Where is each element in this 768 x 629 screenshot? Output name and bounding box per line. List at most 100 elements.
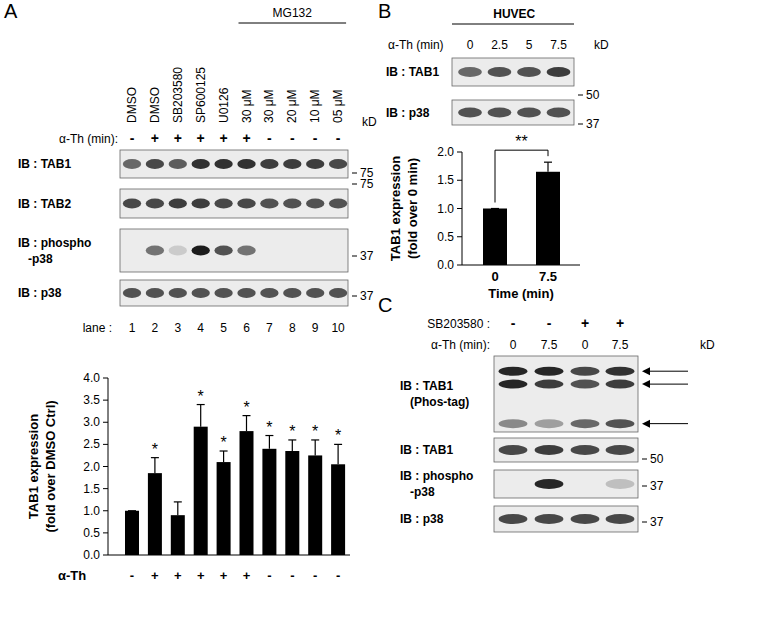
blot-label: IB : p38 xyxy=(400,512,444,526)
band xyxy=(535,419,564,428)
marker-tick xyxy=(352,184,357,185)
bars xyxy=(125,405,345,555)
blot-label: -p38 xyxy=(28,252,53,266)
band xyxy=(123,288,141,298)
band xyxy=(329,288,347,298)
y-tick xyxy=(457,236,462,237)
band xyxy=(260,246,278,256)
band xyxy=(283,246,301,256)
band xyxy=(488,67,512,77)
band xyxy=(169,246,187,256)
row-label: α-Th (min): xyxy=(59,132,118,146)
lane-label: lane : xyxy=(83,321,112,335)
marker-tick xyxy=(352,173,357,174)
sign: - xyxy=(290,130,295,146)
band xyxy=(606,419,635,428)
lane-number: 1 xyxy=(129,321,136,335)
lane-number: 2 xyxy=(152,321,159,335)
band xyxy=(547,108,571,118)
condition: 7.5 xyxy=(541,338,558,352)
x-tick-label: 7.5 xyxy=(539,269,557,284)
blot-label: IB : p38 xyxy=(18,286,62,300)
band xyxy=(169,288,187,298)
band xyxy=(535,367,564,376)
condition: + xyxy=(616,315,624,331)
y-axis-label: (fold over 0 min) xyxy=(405,158,420,259)
blot-membrane xyxy=(120,229,348,272)
y-axis-label: TAB1 expression xyxy=(26,414,41,519)
y-tick-label: 1.0 xyxy=(437,202,454,216)
treatment-label: DMSO xyxy=(148,87,162,123)
y-tick-label: 0.0 xyxy=(83,548,100,562)
band xyxy=(214,199,232,209)
band xyxy=(306,199,324,209)
marker-size: 50 xyxy=(586,88,600,102)
band xyxy=(499,445,528,455)
lane-number: 7 xyxy=(266,321,273,335)
blot-membrane xyxy=(120,280,348,306)
significance: ** xyxy=(515,133,527,150)
y-tick xyxy=(103,510,108,511)
x-tick-label: - xyxy=(290,568,294,583)
band xyxy=(517,108,541,118)
bar xyxy=(125,511,139,555)
figure: AMG132DMSODMSOSB203580SP600125U012630 μM… xyxy=(0,0,768,629)
marker-tick xyxy=(642,486,647,487)
treatment-label: 10 μM xyxy=(308,89,322,123)
error-cap xyxy=(491,208,499,209)
marker-size: 37 xyxy=(360,289,374,303)
treatment-label: 30 μM xyxy=(240,89,254,123)
y-tick-label: 3.5 xyxy=(83,393,100,407)
arrow xyxy=(644,384,688,385)
band xyxy=(499,419,528,428)
band xyxy=(606,367,635,376)
lane-number: 10 xyxy=(331,321,345,335)
y-tick-label: 4.0 xyxy=(83,371,100,385)
lane-number: 3 xyxy=(174,321,181,335)
band xyxy=(237,199,255,209)
kd-label: kD xyxy=(594,38,609,52)
time-label: 7.5 xyxy=(550,38,567,52)
blot-label: IB : TAB1 xyxy=(400,443,453,457)
y-tick-label: 2.0 xyxy=(83,460,100,474)
x-axis-label: α-Th xyxy=(58,568,86,583)
error-cap xyxy=(128,510,136,511)
band xyxy=(517,67,541,77)
y-axis-label: (fold over DMSO Ctrl) xyxy=(43,400,58,532)
lane-number: 9 xyxy=(312,321,319,335)
arrowhead xyxy=(642,367,650,375)
y-tick xyxy=(103,488,108,489)
lane-number: 8 xyxy=(289,321,296,335)
bar xyxy=(285,451,299,555)
x-tick-label: + xyxy=(151,568,159,583)
error-bar xyxy=(177,502,178,515)
y-tick xyxy=(457,208,462,209)
band xyxy=(123,199,141,209)
blot-membrane xyxy=(120,150,348,178)
marker-tick xyxy=(578,124,583,125)
y-tick xyxy=(103,400,108,401)
y-tick xyxy=(103,555,108,556)
bar xyxy=(148,473,162,555)
y-tick xyxy=(103,378,108,379)
band xyxy=(192,288,210,298)
blot-membrane xyxy=(452,100,574,125)
time-label: 0 xyxy=(467,38,474,52)
band xyxy=(571,514,600,524)
arrowhead xyxy=(642,420,650,428)
band xyxy=(306,288,324,298)
x-tick-label: + xyxy=(243,568,251,583)
blot-label: IB : p38 xyxy=(386,106,430,120)
row-label: SB203580 : xyxy=(427,317,490,331)
marker-tick xyxy=(578,95,583,96)
significance: * xyxy=(220,434,226,451)
sign: - xyxy=(130,130,135,146)
sign: - xyxy=(313,130,318,146)
band xyxy=(192,199,210,209)
group-label: HUVEC xyxy=(493,7,535,21)
time-label: 5 xyxy=(526,38,533,52)
x-tick-label: - xyxy=(267,568,271,583)
band xyxy=(329,199,347,209)
sign: + xyxy=(174,130,182,146)
blot-membrane xyxy=(120,189,348,218)
